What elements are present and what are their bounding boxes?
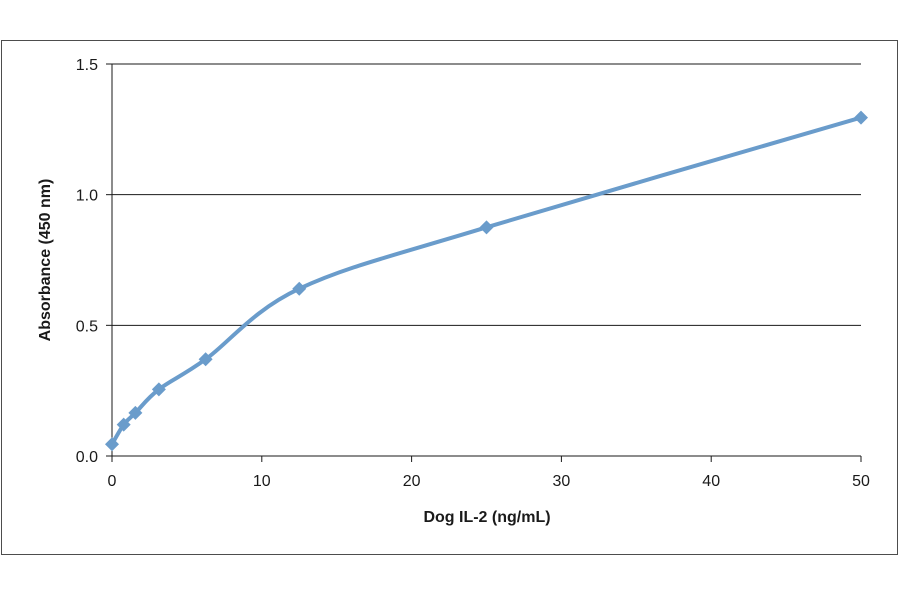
data-point-2	[128, 405, 143, 420]
x-tick-label-1: 10	[253, 473, 271, 490]
data-point-6	[479, 220, 494, 235]
tick-labels: 0.0 0.5 1.0 1.5 0 10 20 30 40 50	[76, 57, 870, 490]
y-tick-label-1: 0.5	[76, 318, 98, 335]
y-tick-label-3: 1.5	[76, 57, 98, 74]
series-line-0	[110, 115, 863, 447]
y-axis-title: Absorbance (450 nm)	[37, 179, 54, 342]
y-tick-label-2: 1.0	[76, 188, 98, 205]
data-point-1	[116, 417, 131, 432]
data-point-0	[105, 437, 119, 452]
data-series	[105, 110, 868, 452]
chart-frame	[1, 40, 898, 555]
axes	[106, 63, 862, 462]
x-tick-label-2: 20	[403, 473, 421, 490]
x-tick-label-5: 50	[852, 473, 870, 490]
x-tick-label-3: 30	[553, 473, 571, 490]
x-axis-title: Dog IL-2 (ng/mL)	[423, 509, 550, 526]
y-tick-label-0: 0.0	[76, 449, 98, 466]
gridlines	[112, 63, 861, 326]
x-tick-label-0: 0	[108, 473, 117, 490]
x-tick-label-4: 40	[702, 473, 720, 490]
data-point-7	[854, 110, 868, 125]
data-point-5	[292, 281, 307, 296]
data-point-3	[151, 382, 166, 397]
data-point-4	[198, 352, 213, 367]
